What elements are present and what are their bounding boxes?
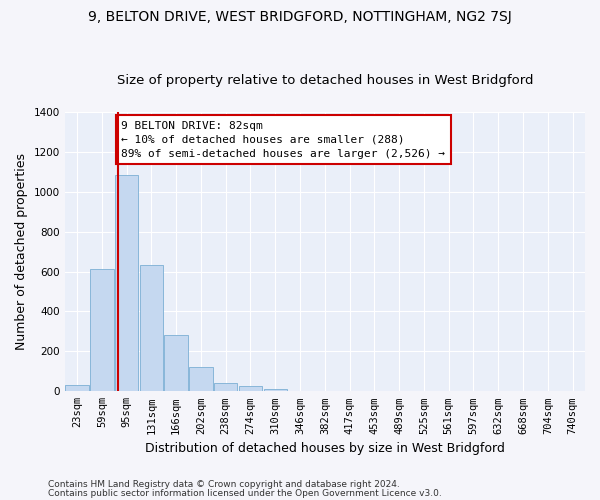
- Title: Size of property relative to detached houses in West Bridgford: Size of property relative to detached ho…: [116, 74, 533, 87]
- Text: 9 BELTON DRIVE: 82sqm
← 10% of detached houses are smaller (288)
89% of semi-det: 9 BELTON DRIVE: 82sqm ← 10% of detached …: [121, 121, 445, 159]
- Bar: [65, 386, 89, 392]
- Text: Contains public sector information licensed under the Open Government Licence v3: Contains public sector information licen…: [48, 489, 442, 498]
- Bar: [90, 268, 113, 392]
- X-axis label: Distribution of detached houses by size in West Bridgford: Distribution of detached houses by size …: [145, 442, 505, 455]
- Bar: [214, 384, 238, 392]
- Text: 9, BELTON DRIVE, WEST BRIDGFORD, NOTTINGHAM, NG2 7SJ: 9, BELTON DRIVE, WEST BRIDGFORD, NOTTING…: [88, 10, 512, 24]
- Bar: [263, 390, 287, 392]
- Bar: [115, 174, 139, 392]
- Bar: [189, 368, 213, 392]
- Y-axis label: Number of detached properties: Number of detached properties: [15, 153, 28, 350]
- Bar: [140, 264, 163, 392]
- Text: Contains HM Land Registry data © Crown copyright and database right 2024.: Contains HM Land Registry data © Crown c…: [48, 480, 400, 489]
- Bar: [164, 336, 188, 392]
- Bar: [239, 386, 262, 392]
